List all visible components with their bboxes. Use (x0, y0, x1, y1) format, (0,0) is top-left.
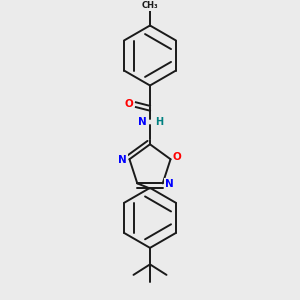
Text: N: N (138, 117, 146, 128)
Text: N: N (165, 179, 174, 189)
Text: N: N (118, 155, 127, 165)
Text: H: H (155, 117, 163, 127)
Text: CH₃: CH₃ (142, 2, 158, 10)
Text: O: O (172, 152, 181, 162)
Text: O: O (125, 99, 134, 109)
